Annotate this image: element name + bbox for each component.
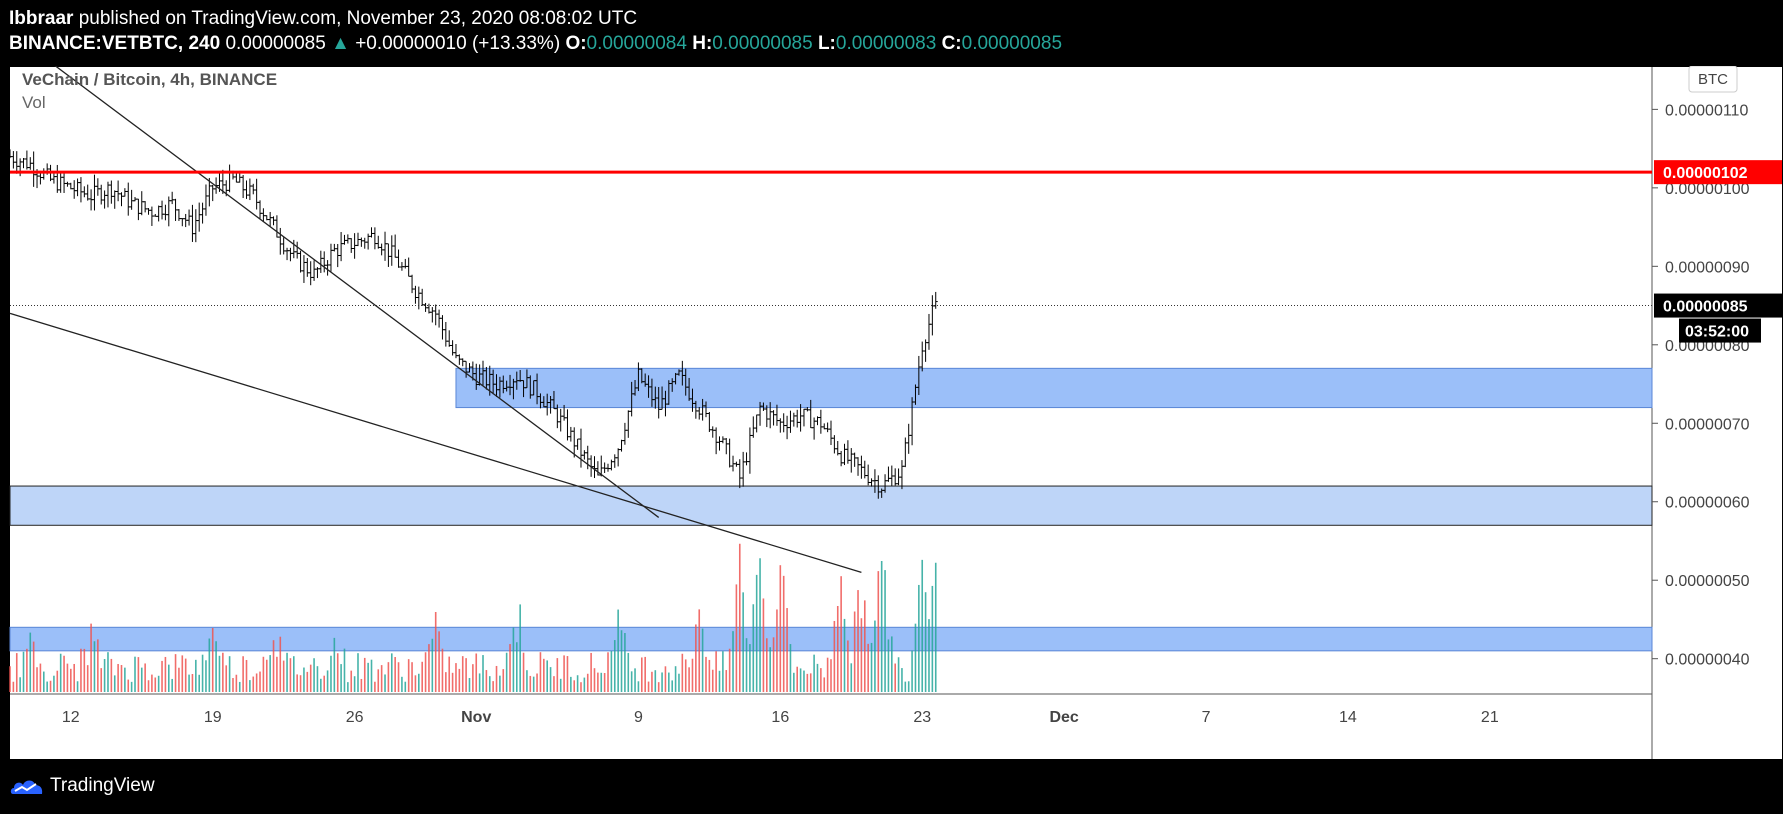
price-tick-label: 0.00000050 <box>1665 573 1750 590</box>
time-tick-label: Nov <box>461 709 491 726</box>
price-tick-label: 0.00000060 <box>1665 495 1750 512</box>
ohlc-line: BINANCE:VETBTC, 240 0.00000085 ▲ +0.0000… <box>9 33 1062 55</box>
low-value: 0.00000083 <box>835 33 937 54</box>
cloud-logo-icon <box>10 780 43 794</box>
up-arrow-icon: ▲ <box>331 33 350 54</box>
resistance-price-badge <box>1654 160 1782 185</box>
time-tick-label: 16 <box>771 709 789 726</box>
price-tick-label: 0.00000100 <box>1665 181 1750 198</box>
time-tick-label: 23 <box>913 709 931 726</box>
footer-bar: TradingView <box>0 760 1783 814</box>
lower-trendline[interactable] <box>9 312 862 573</box>
price-chart[interactable]: 0.000001100.000001000.000000900.00000080… <box>0 61 1783 760</box>
support-zone[interactable] <box>9 485 1653 526</box>
currency-badge[interactable] <box>1688 65 1738 93</box>
resistance-price-label: 0.00000102 <box>1663 165 1748 182</box>
last-price-badge <box>1654 293 1782 318</box>
low-label: L: <box>817 33 836 54</box>
price-tick-label: 0.00000090 <box>1665 259 1750 276</box>
last-price-label: 0.00000085 <box>1663 299 1748 316</box>
price-tick-label: 0.00000070 <box>1665 416 1750 433</box>
published-text: published on TradingView.com, November 2… <box>78 8 638 29</box>
volume-legend: Vol <box>22 93 46 112</box>
candlesticks <box>8 149 938 499</box>
time-tick-label: 19 <box>204 709 222 726</box>
author-name[interactable]: Ibbraar <box>9 8 74 29</box>
price-tick-label: 0.00000040 <box>1665 652 1750 669</box>
time-tick-label: 14 <box>1339 709 1357 726</box>
time-tick-label: 9 <box>634 709 643 726</box>
upper-trendline[interactable] <box>50 61 660 518</box>
volume-bars <box>9 543 937 692</box>
countdown-label: 03:52:00 <box>1685 324 1749 341</box>
time-tick-label: 7 <box>1202 709 1211 726</box>
close-label: C: <box>941 33 962 54</box>
high-value: 0.00000085 <box>712 33 813 54</box>
volume-zone[interactable] <box>9 626 1653 652</box>
symbol-label: BINANCE:VETBTC, 240 <box>9 33 221 54</box>
publication-line: Ibbraar published on TradingView.com, No… <box>9 8 637 30</box>
time-tick-label: 21 <box>1481 709 1499 726</box>
currency-badge-label: BTC <box>1698 71 1728 88</box>
last-price: 0.00000085 <box>225 33 326 54</box>
publication-header: Ibbraar published on TradingView.com, No… <box>0 0 1783 66</box>
chart-legend-title: VeChain / Bitcoin, 4h, BINANCE <box>22 70 277 89</box>
chart-frame: 0.00000110 0.00000100 0.00000090 0.00000080… <box>0 61 1783 760</box>
time-tick-label: 26 <box>346 709 364 726</box>
open-value: 0.00000084 <box>586 33 687 54</box>
high-label: H: <box>692 33 713 54</box>
close-value: 0.00000085 <box>961 33 1063 54</box>
open-label: O: <box>565 33 587 54</box>
time-tick-label: Dec <box>1049 709 1078 726</box>
time-tick-label: 12 <box>62 709 80 726</box>
price-change: +0.00000010 (+13.33%) <box>355 33 561 54</box>
countdown-badge <box>1679 318 1761 343</box>
tradingview-logo[interactable]: TradingView <box>10 775 155 797</box>
price-tick-label: 0.00000110 <box>1665 102 1748 119</box>
brand-label: TradingView <box>50 775 155 796</box>
